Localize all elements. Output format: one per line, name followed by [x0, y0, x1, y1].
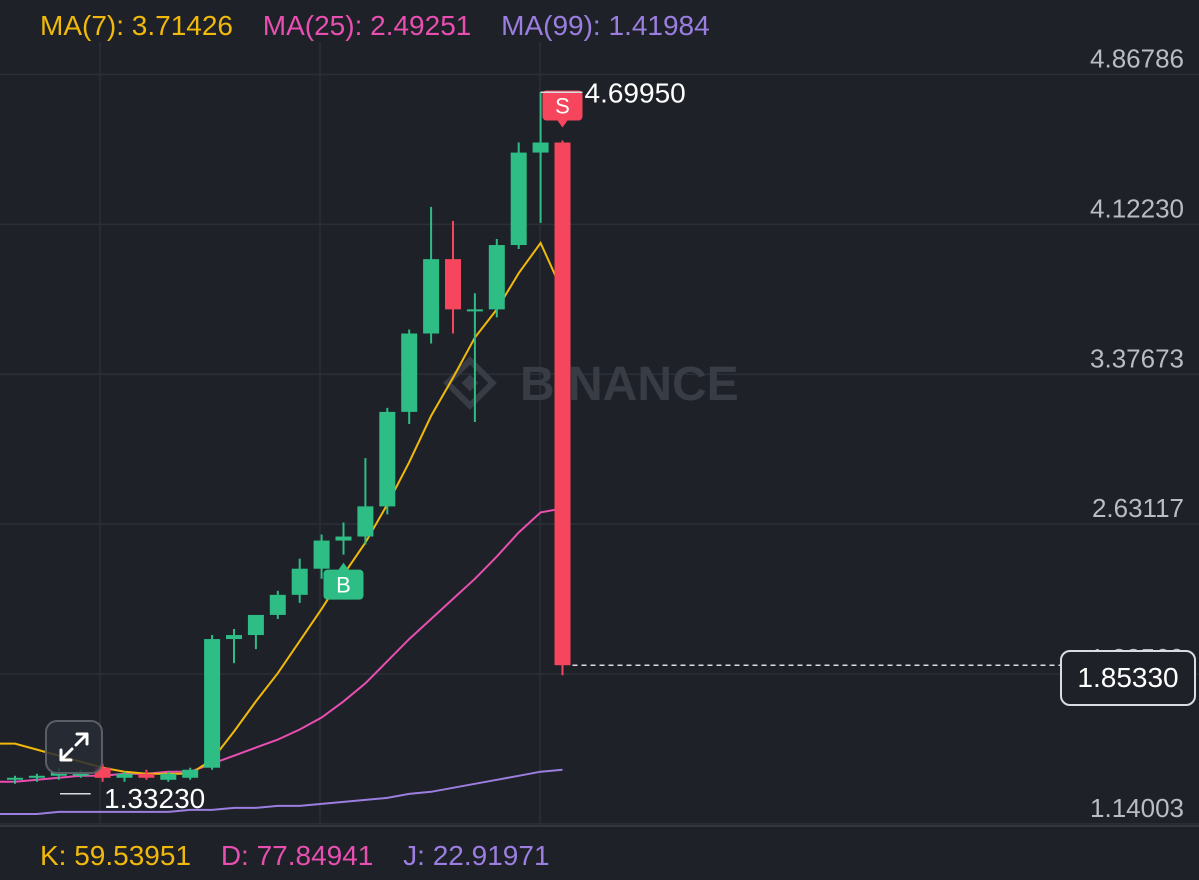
candle-body — [510, 152, 527, 246]
expand-button[interactable] — [45, 720, 103, 774]
grid-layer — [0, 42, 1199, 827]
moving-averages — [0, 241, 1060, 815]
candles — [7, 92, 571, 784]
candle-body — [291, 568, 308, 595]
kdj-legend: K: 59.53951 D: 77.84941 J: 22.91971 — [40, 840, 572, 872]
candle-body — [445, 259, 461, 310]
ma99-label: MA(99): 1.41984 — [501, 10, 710, 41]
candle-body — [554, 142, 571, 666]
candle-body — [94, 767, 111, 778]
candle-body — [357, 506, 374, 537]
candle-body — [532, 142, 549, 153]
y-tick-label: 4.12230 — [1090, 193, 1184, 223]
candle-body — [269, 594, 286, 615]
ma-legend: MA(7): 3.71426 MA(25): 2.49251 MA(99): 1… — [40, 10, 732, 42]
candle-body — [28, 775, 45, 778]
candle-body — [182, 769, 199, 778]
candle-body — [401, 333, 418, 412]
y-tick-label: 4.86786 — [1090, 44, 1184, 74]
sell-marker-label: S — [555, 94, 570, 119]
kdj-j-label: J: 22.91971 — [403, 840, 550, 871]
candle-body — [247, 614, 264, 636]
candle-body — [160, 773, 177, 780]
ma25-line — [0, 507, 563, 783]
candle-body — [204, 639, 221, 768]
ma7-line — [0, 241, 564, 775]
sell-marker — [542, 90, 583, 128]
kdj-k-label: K: 59.53951 — [40, 840, 192, 871]
candle-body — [423, 259, 440, 334]
candle-body — [466, 309, 483, 312]
candle-body — [313, 540, 330, 569]
expand-icon — [59, 732, 89, 762]
y-tick-label: 3.37673 — [1090, 343, 1184, 373]
high-price-label: 4.69950 — [585, 77, 686, 108]
candle-body — [116, 773, 133, 778]
ma7-label: MA(7): 3.71426 — [40, 10, 233, 41]
candle-body — [7, 777, 23, 780]
y-tick-label: 2.63117 — [1092, 493, 1184, 523]
ma25-label: MA(25): 2.49251 — [262, 10, 472, 41]
watermark-text: BINANCE — [520, 358, 739, 411]
current-price-value: 1.85330 — [1077, 662, 1179, 693]
binance-logo-icon — [443, 356, 497, 410]
ma99-line — [0, 768, 563, 815]
watermark: BINANCE — [443, 356, 739, 411]
candle-body — [379, 411, 396, 507]
candle-body — [138, 773, 155, 778]
y-tick-label: 1.14003 — [1090, 793, 1184, 823]
y-axis: 4.867864.122303.376732.631171.885601.140… — [1090, 44, 1184, 823]
current-price-tag: 1.85330 — [1060, 650, 1196, 706]
candle-body — [335, 536, 352, 541]
markers: S B 4.69950 1.33230 — [60, 77, 686, 814]
buy-marker-label: B — [336, 573, 351, 598]
kdj-d-label: D: 77.84941 — [220, 840, 374, 871]
buy-marker — [323, 562, 364, 600]
low-price-label: 1.33230 — [104, 783, 205, 814]
candle-body — [488, 245, 505, 310]
candle-body — [226, 635, 242, 640]
